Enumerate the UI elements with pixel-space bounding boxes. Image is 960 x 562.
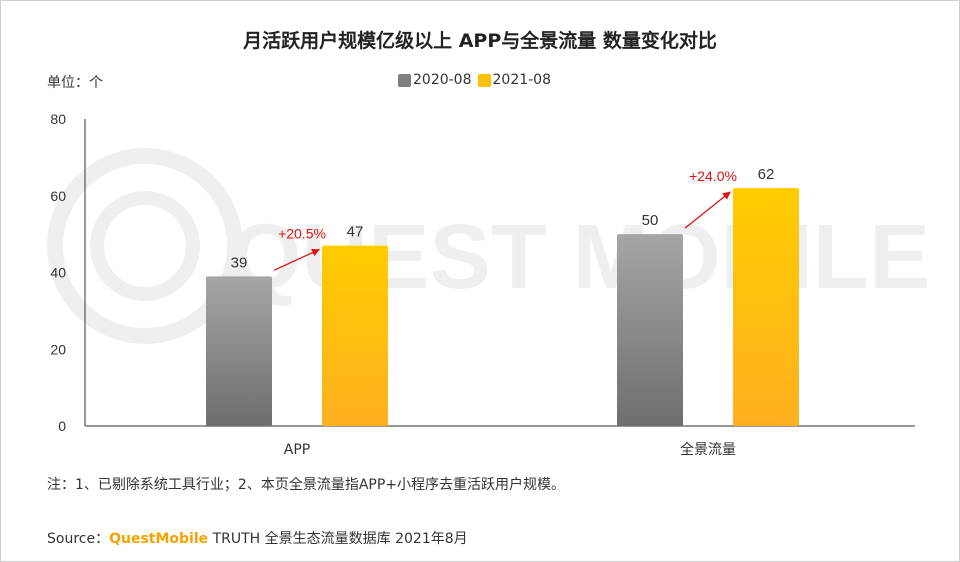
- bar-2020-08-1: [617, 234, 683, 426]
- legend-item-2021: 2021-08: [477, 72, 552, 88]
- source-line: Source：QuestMobile TRUTH 全景生态流量数据库 2021年…: [47, 528, 468, 548]
- legend-label-2020: 2020-08: [413, 72, 472, 88]
- legend-item-2020: 2020-08: [398, 72, 472, 88]
- bar-value-label: 62: [758, 166, 775, 183]
- y-tick-label: 20: [50, 341, 66, 357]
- unit-label: 单位：个: [47, 75, 103, 91]
- bar-2020-08-0: [206, 276, 272, 426]
- bar-value-label: 47: [347, 224, 364, 241]
- source-brand: QuestMobile: [109, 531, 209, 547]
- legend-label-2021: 2021-08: [492, 72, 552, 88]
- legend-swatch-2021: [477, 73, 491, 87]
- y-tick-label: 80: [50, 111, 66, 127]
- growth-label: +20.5%: [278, 226, 326, 242]
- bar-value-label: 39: [231, 254, 248, 271]
- y-tick-label: 60: [50, 188, 66, 204]
- y-tick-label: 40: [50, 265, 66, 281]
- source-prefix: Source：: [47, 531, 110, 547]
- growth-label: +24.0%: [689, 168, 737, 184]
- y-tick-label: 0: [58, 418, 66, 434]
- bar-2021-08-0: [322, 245, 388, 426]
- growth-arrow: [273, 248, 320, 271]
- bar-2021-08-1: [733, 188, 799, 426]
- footnote: 注：1、已剔除系统工具行业；2、本页全景流量指APP+小程序去重活跃用户规模。: [47, 477, 566, 493]
- growth-arrow: [684, 191, 731, 229]
- bar-value-label: 50: [642, 212, 659, 229]
- legend-swatch-2020: [398, 73, 411, 87]
- source-suffix: TRUTH 全景生态流量数据库 2021年8月: [208, 531, 468, 547]
- chart-title: 月活跃用户规模亿级以上 APP与全景流量 数量变化对比: [243, 30, 717, 52]
- x-tick-label: 全景流量: [680, 441, 736, 458]
- legend: 2020-08 2021-08: [398, 72, 557, 88]
- x-tick-label: APP: [284, 442, 310, 458]
